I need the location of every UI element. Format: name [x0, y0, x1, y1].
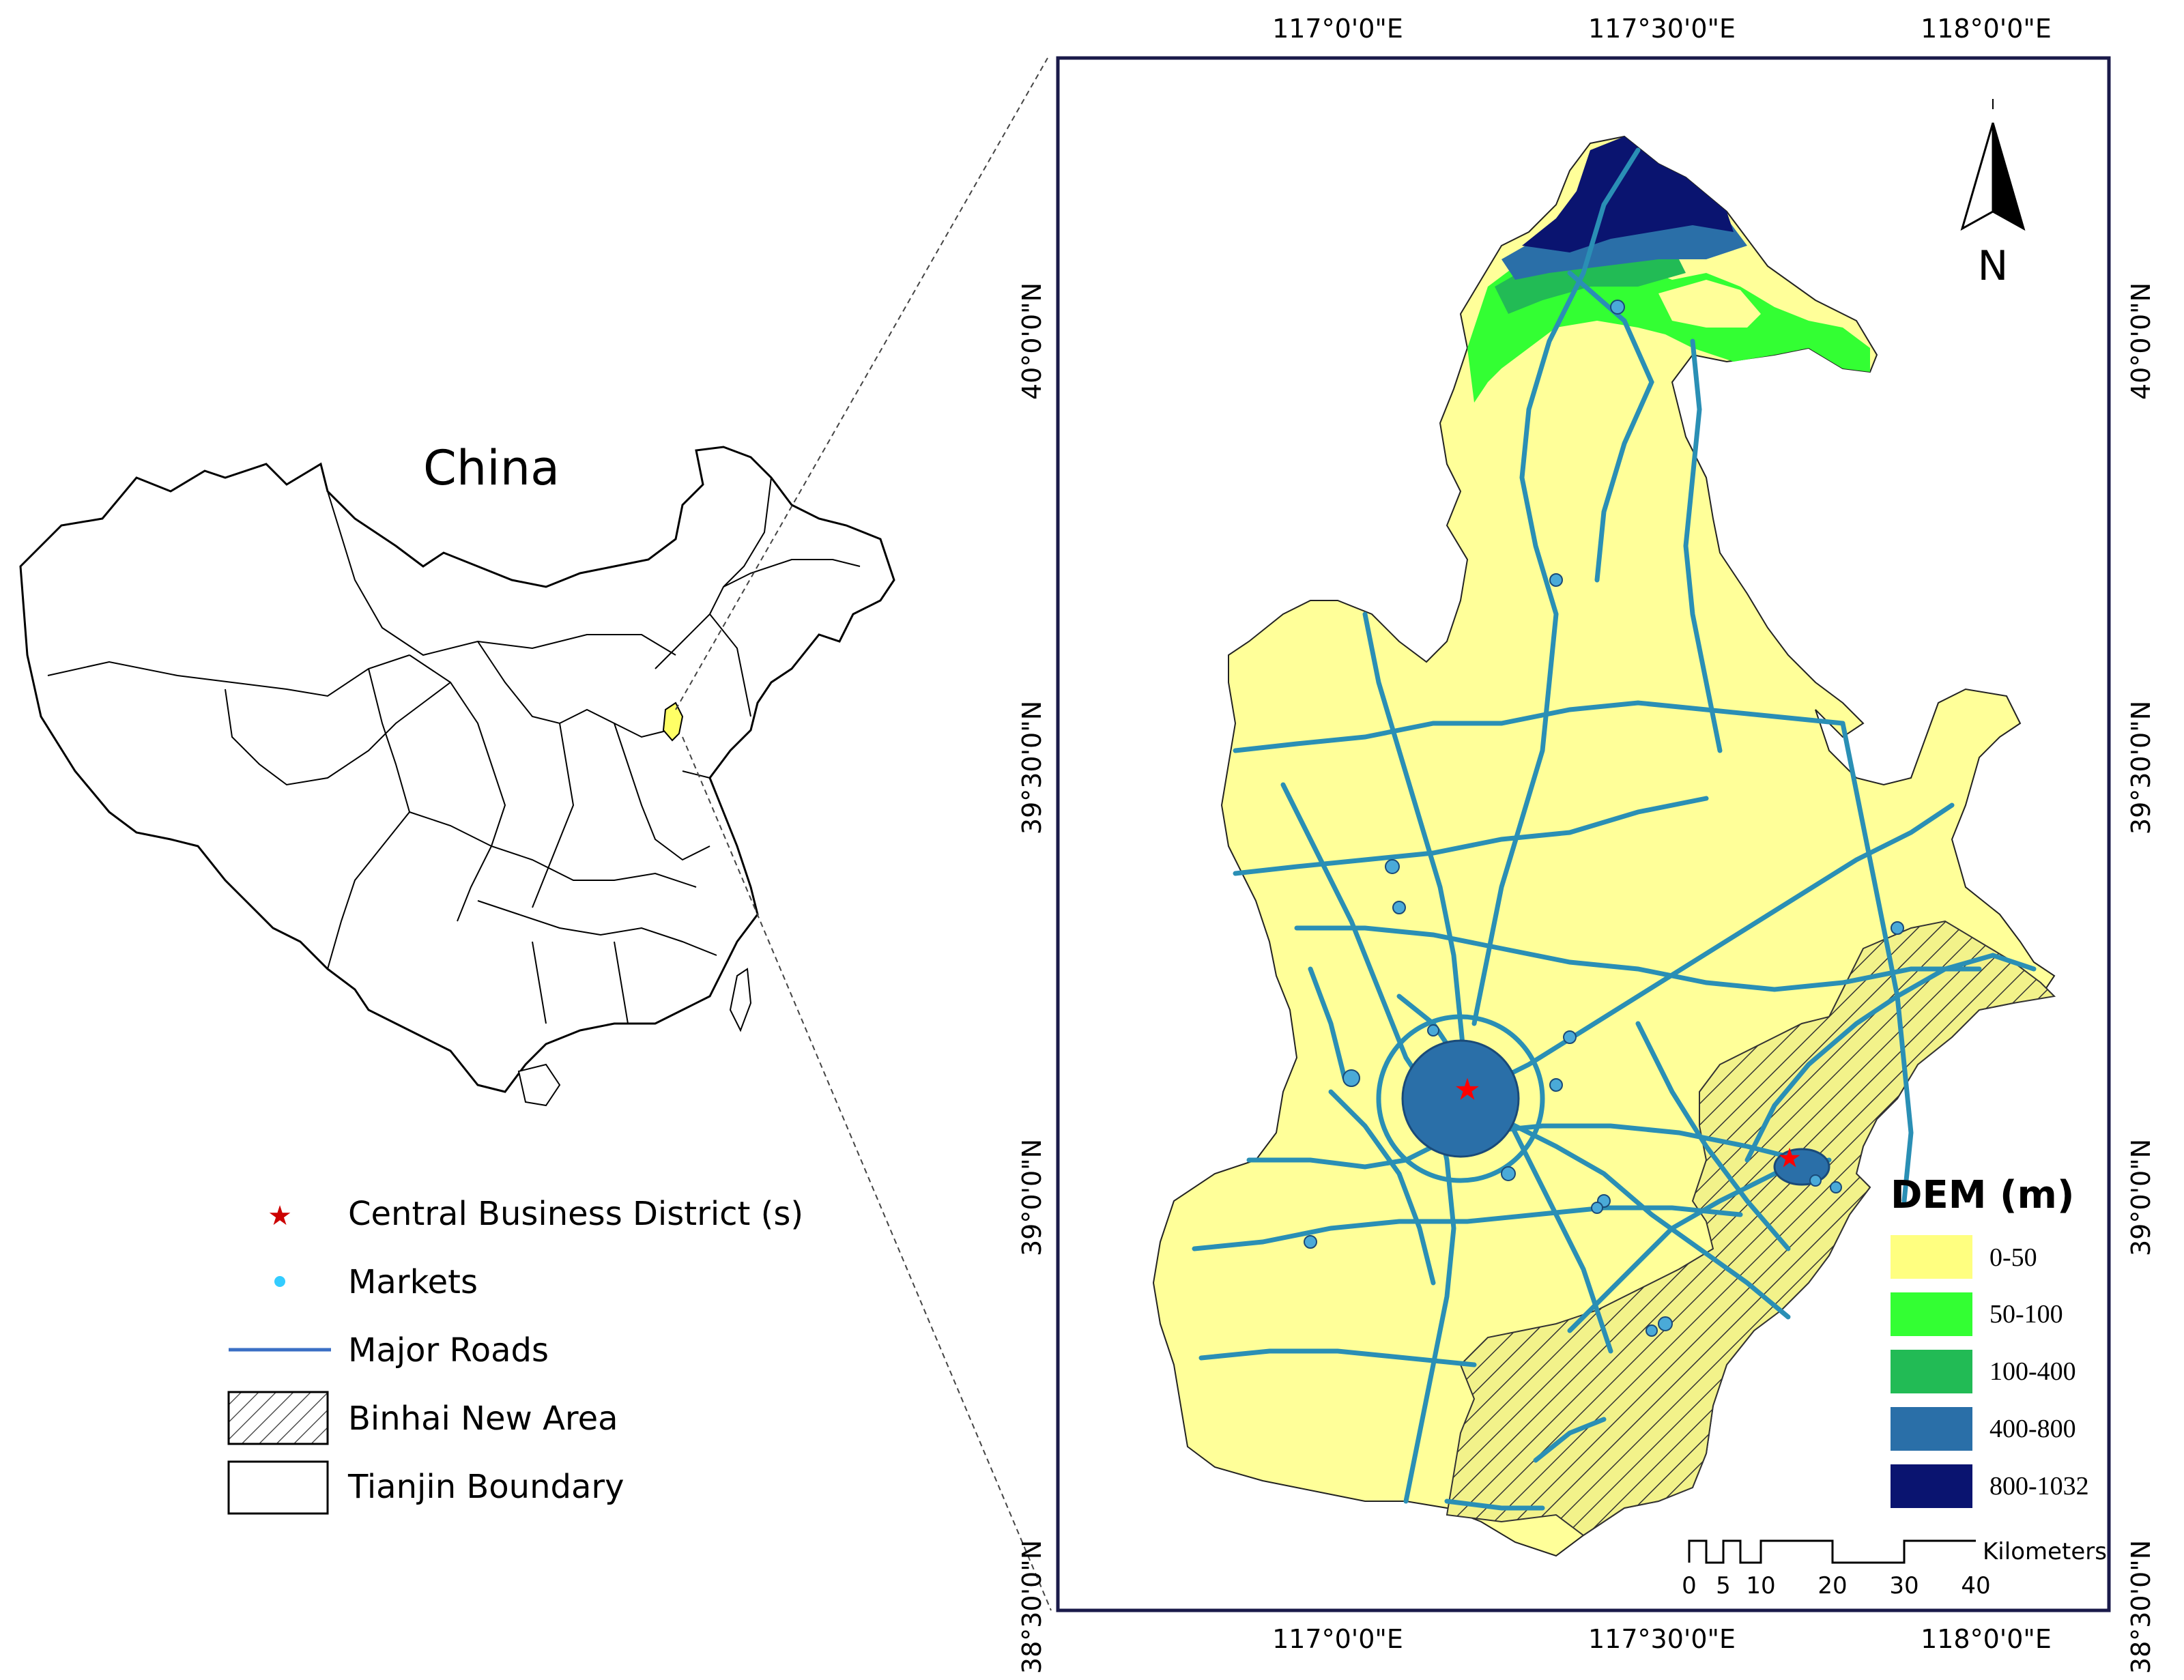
dem-swatch-0-50 [1891, 1235, 1972, 1279]
legend-market-icon [274, 1276, 285, 1287]
north-label: N [1978, 242, 2009, 290]
dem-swatch-800-1032 [1891, 1464, 1972, 1508]
tianjin-map: ★ ★ [1152, 135, 2056, 1557]
svg-text:30: 30 [1889, 1572, 1919, 1599]
legend-hatch-icon [227, 1391, 329, 1445]
cbd-star-binhai: ★ [1777, 1144, 1802, 1174]
svg-text:39°0'0"N: 39°0'0"N [1017, 1139, 1047, 1256]
svg-text:38°30'0"N: 38°30'0"N [2126, 1540, 2156, 1674]
map-legend: ★ Central Business District (s) Markets … [227, 1195, 803, 1515]
svg-text:50-100: 50-100 [1989, 1300, 2063, 1329]
svg-text:117°0'0"E: 117°0'0"E [1272, 1624, 1403, 1654]
svg-text:117°0'0"E: 117°0'0"E [1272, 14, 1403, 44]
top-longitude-labels: 117°0'0"E 117°30'0"E 118°0'0"E [1272, 14, 2052, 44]
svg-text:118°0'0"E: 118°0'0"E [1921, 14, 2052, 44]
svg-text:0: 0 [1682, 1572, 1697, 1599]
urban-core-cluster [1401, 1039, 1520, 1158]
dem-band-800-1032 [1522, 136, 1734, 252]
dem-swatch-400-800 [1891, 1407, 1972, 1451]
dem-swatch-100-400 [1891, 1350, 1972, 1393]
china-inset-map: China [19, 440, 895, 1107]
legend-label-boundary: Tianjin Boundary [347, 1468, 624, 1506]
dem-legend: DEM (m) 0-50 50-100 100-400 400-800 800-… [1891, 1173, 2089, 1508]
zoom-line-top [675, 57, 1048, 710]
legend-label-roads: Major Roads [348, 1331, 549, 1370]
svg-text:117°30'0"E: 117°30'0"E [1588, 14, 1736, 44]
left-latitude-labels: 40°0'0"N 39°30'0"N 39°0'0"N 38°30'0"N [1017, 283, 1047, 1674]
svg-text:800-1032: 800-1032 [1989, 1472, 2089, 1501]
legend-label-markets: Markets [348, 1263, 478, 1301]
dem-band-yellow-valley [1658, 280, 1761, 328]
dem-legend-title: DEM (m) [1891, 1173, 2075, 1217]
svg-text:5: 5 [1716, 1572, 1731, 1599]
svg-text:100-400: 100-400 [1989, 1357, 2076, 1386]
north-arrow-icon: N [1960, 99, 2026, 290]
scale-bar: Kilometers 0 5 10 20 30 40 [1682, 1538, 2107, 1599]
hainan-island [517, 1063, 561, 1107]
svg-text:118°0'0"E: 118°0'0"E [1921, 1624, 2052, 1654]
inset-title: China [423, 440, 560, 496]
china-outline [19, 446, 895, 1093]
cbd-star-tianjin: ★ [1454, 1073, 1480, 1107]
svg-text:20: 20 [1817, 1572, 1847, 1599]
tianjin-highlight [662, 701, 684, 742]
bottom-longitude-labels: 117°0'0"E 117°30'0"E 118°0'0"E [1272, 1624, 2052, 1654]
binhai-new-area [1446, 920, 2056, 1537]
svg-text:38°30'0"N: 38°30'0"N [1017, 1540, 1047, 1674]
scale-unit: Kilometers [1983, 1538, 2107, 1565]
legend-star-icon: ★ [268, 1201, 292, 1231]
svg-text:40°0'0"N: 40°0'0"N [1017, 283, 1047, 400]
svg-text:400-800: 400-800 [1989, 1415, 2076, 1443]
legend-boundary-icon [227, 1460, 329, 1515]
legend-label-binhai: Binhai New Area [348, 1400, 618, 1438]
dem-swatch-50-100 [1891, 1292, 1972, 1336]
svg-text:39°30'0"N: 39°30'0"N [1017, 701, 1047, 835]
market-points [1304, 300, 1904, 1337]
svg-text:39°30'0"N: 39°30'0"N [2126, 701, 2156, 835]
svg-text:117°30'0"E: 117°30'0"E [1588, 1624, 1736, 1654]
zoom-line-bottom [682, 736, 1052, 1611]
svg-text:40: 40 [1961, 1572, 1990, 1599]
svg-text:39°0'0"N: 39°0'0"N [2126, 1139, 2156, 1256]
svg-text:10: 10 [1746, 1572, 1775, 1599]
right-latitude-labels: 40°0'0"N 39°30'0"N 39°0'0"N 38°30'0"N [2126, 283, 2156, 1674]
legend-label-cbd: Central Business District (s) [348, 1195, 803, 1233]
svg-text:40°0'0"N: 40°0'0"N [2126, 283, 2156, 400]
taiwan-island [729, 968, 752, 1032]
svg-text:0-50: 0-50 [1989, 1243, 2037, 1272]
